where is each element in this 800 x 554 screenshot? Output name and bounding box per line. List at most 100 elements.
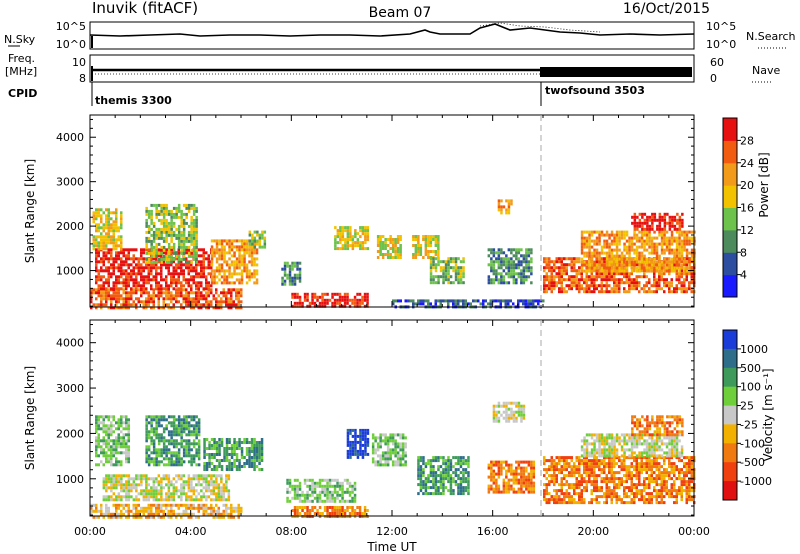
- data-cell: [233, 438, 236, 441]
- data-cell: [680, 275, 683, 279]
- data-cell: [414, 238, 418, 241]
- data-cell: [245, 275, 249, 279]
- data-cell: [291, 276, 294, 280]
- data-cell: [165, 266, 168, 270]
- data-cell: [182, 306, 185, 310]
- data-cell: [180, 430, 183, 434]
- data-cell: [361, 449, 365, 453]
- data-cell: [663, 278, 666, 282]
- data-cell: [162, 451, 166, 455]
- data-cell: [177, 266, 180, 270]
- data-cell: [218, 447, 221, 450]
- data-cell: [120, 223, 123, 227]
- data-cell: [92, 217, 95, 221]
- data-cell: [105, 266, 108, 270]
- data-cell: [197, 448, 201, 452]
- data-cell: [613, 287, 616, 291]
- data-cell: [120, 281, 123, 285]
- data-cell: [177, 254, 181, 258]
- data-cell: [487, 278, 491, 282]
- data-cell: [384, 253, 387, 256]
- data-cell: [155, 209, 158, 213]
- data-cell: [137, 263, 140, 267]
- data-cell: [343, 292, 347, 296]
- data-cell: [603, 263, 606, 267]
- data-cell: [558, 269, 561, 273]
- data-cell: [95, 303, 98, 307]
- data-cell: [248, 275, 251, 279]
- data-cell: [102, 498, 106, 502]
- data-cell: [105, 433, 108, 437]
- data-cell: [474, 299, 477, 303]
- data-cell: [613, 260, 616, 264]
- data-cell: [618, 242, 621, 246]
- data-cell: [248, 453, 251, 456]
- data-cell: [517, 275, 521, 279]
- data-cell: [117, 445, 120, 449]
- data-cell: [618, 287, 621, 291]
- colorbar-tick-label: 4: [740, 269, 747, 282]
- data-cell: [107, 269, 110, 273]
- data-cell: [678, 254, 681, 258]
- data-cell: [316, 496, 319, 500]
- data-cell: [484, 299, 487, 303]
- data-cell: [253, 459, 256, 462]
- data-cell: [635, 239, 639, 243]
- data-cell: [195, 230, 198, 234]
- data-cell: [152, 439, 156, 443]
- data-cell: [260, 450, 264, 453]
- data-cell: [328, 481, 332, 485]
- data-cell: [175, 457, 178, 461]
- data-cell: [548, 287, 551, 291]
- data-cell: [187, 439, 191, 443]
- data-cell: [140, 300, 143, 304]
- data-cell: [500, 251, 503, 255]
- data-cell: [147, 260, 151, 264]
- data-cell: [384, 460, 387, 464]
- data-cell: [598, 266, 601, 270]
- data-cell: [524, 302, 527, 306]
- data-cell: [341, 232, 345, 236]
- data-cell: [630, 284, 633, 288]
- data-cell: [210, 275, 214, 279]
- data-cell: [180, 212, 183, 216]
- data-cell: [157, 492, 161, 496]
- data-cell: [215, 447, 219, 450]
- data-cell: [162, 486, 166, 490]
- data-cell: [167, 477, 171, 481]
- data-cell: [127, 439, 130, 443]
- data-cell: [336, 493, 339, 497]
- data-cell: [603, 245, 606, 249]
- data-cell: [328, 496, 332, 500]
- data-cell: [555, 281, 558, 285]
- data-cell: [675, 266, 679, 270]
- data-cell: [656, 224, 659, 228]
- data-cell: [685, 233, 689, 237]
- data-cell: [663, 269, 666, 273]
- data-cell: [250, 450, 254, 453]
- data-cell: [333, 292, 337, 296]
- data-cell: [182, 248, 186, 252]
- data-cell: [598, 275, 601, 279]
- data-cell: [145, 495, 148, 499]
- data-cell: [512, 278, 516, 282]
- data-cell: [230, 297, 233, 301]
- data-cell: [197, 433, 201, 437]
- data-cell: [177, 281, 180, 285]
- data-cell: [235, 278, 239, 282]
- data-cell: [105, 454, 108, 458]
- data-cell: [165, 233, 168, 237]
- data-cell: [417, 477, 420, 481]
- data-cell: [120, 498, 123, 502]
- data-cell: [210, 509, 213, 513]
- data-cell: [512, 254, 516, 258]
- data-cell: [333, 301, 337, 305]
- data-cell: [414, 244, 418, 247]
- data-cell: [500, 275, 503, 279]
- data-cell: [157, 297, 160, 301]
- data-cell: [182, 427, 186, 431]
- data-cell: [233, 450, 236, 453]
- data-cell: [107, 260, 110, 264]
- data-cell: [145, 430, 148, 434]
- data-cell: [238, 462, 241, 465]
